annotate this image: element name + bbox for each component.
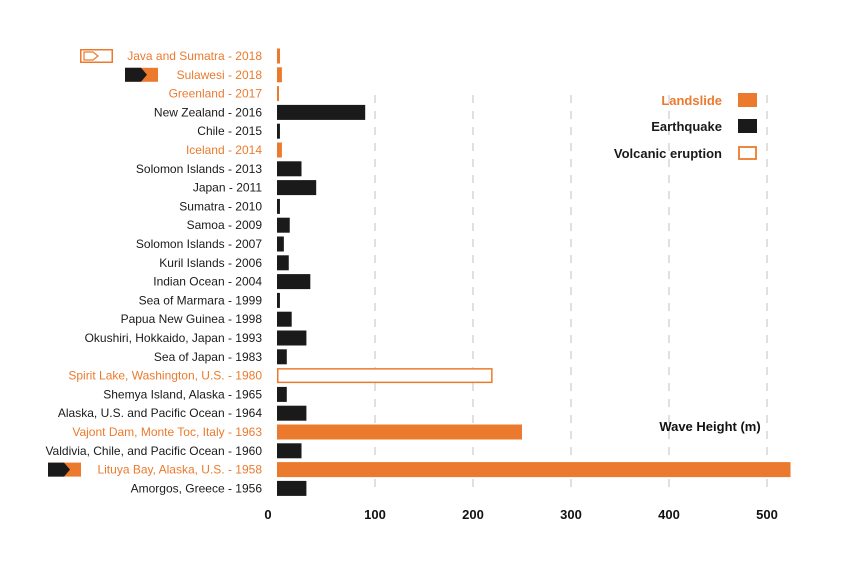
- bar: [277, 217, 290, 233]
- category-label: Sea of Japan - 1983: [154, 350, 262, 364]
- bar: [277, 349, 287, 365]
- category-label: Valdivia, Chile, and Pacific Ocean - 196…: [45, 444, 262, 458]
- legend-label: Landslide: [661, 93, 722, 108]
- category-label: New Zealand - 2016: [154, 105, 262, 119]
- x-tick-label: 0: [264, 507, 271, 522]
- category-label: Java and Sumatra - 2018: [127, 49, 262, 63]
- volcanic-marker-icon: [80, 49, 113, 63]
- bar: [277, 443, 302, 459]
- category-label: Chile - 2015: [197, 124, 262, 138]
- bar: [277, 255, 289, 271]
- bar: [277, 274, 311, 290]
- legend-label: Earthquake: [651, 119, 722, 134]
- bar: [277, 330, 307, 346]
- x-tick-label: 300: [560, 507, 582, 522]
- x-tick-labels: 0 100 200 300 400 500: [264, 507, 777, 522]
- bar: [277, 424, 522, 440]
- bar: [277, 104, 366, 120]
- category-label: Iceland - 2014: [186, 143, 262, 157]
- legend-label: Volcanic eruption: [614, 146, 722, 161]
- bar: [277, 142, 282, 158]
- category-label: Spirit Lake, Washington, U.S. - 1980: [68, 369, 262, 383]
- category-label: Sea of Marmara - 1999: [139, 293, 263, 307]
- bar: [277, 48, 280, 64]
- category-label: Solomon Islands - 2007: [136, 237, 262, 251]
- legend-swatch: [738, 119, 757, 133]
- bar: [277, 462, 791, 478]
- bar: [277, 386, 287, 402]
- bar: [277, 236, 284, 252]
- bar: [277, 123, 280, 139]
- x-tick-label: 400: [658, 507, 680, 522]
- legend-swatch: [738, 146, 757, 160]
- legend-item-volcanic: Volcanic eruption: [614, 146, 757, 161]
- bar: [277, 311, 292, 327]
- legend-item-earthquake: Earthquake: [651, 119, 757, 134]
- bar: [277, 161, 302, 177]
- bar: [277, 405, 307, 421]
- category-label: Greenland - 2017: [169, 87, 263, 101]
- x-tick-label: 200: [462, 507, 484, 522]
- category-label: Papua New Guinea - 1998: [121, 312, 263, 326]
- earthquake-landslide-marker-icon: [48, 462, 81, 477]
- category-label: Shemya Island, Alaska - 1965: [103, 387, 262, 401]
- bar: [277, 368, 493, 384]
- x-tick-label: 500: [756, 507, 778, 522]
- legend-swatch: [738, 93, 757, 107]
- category-label: Japan - 2011: [193, 181, 262, 195]
- category-label: Solomon Islands - 2013: [136, 162, 262, 176]
- bar: [277, 86, 279, 102]
- bars: [277, 48, 791, 496]
- category-label: Amorgos, Greece - 1956: [131, 481, 263, 495]
- legend: Landslide Earthquake Volcanic eruption: [614, 93, 757, 161]
- category-label: Alaska, U.S. and Pacific Ocean - 1964: [58, 406, 262, 420]
- x-axis-label: Wave Height (m): [659, 419, 760, 434]
- category-labels: Java and Sumatra - 2018 Sulawesi - 2018 Gr…: [45, 49, 262, 495]
- bar: [277, 292, 280, 308]
- markers: [48, 49, 158, 477]
- x-tick-label: 100: [364, 507, 386, 522]
- category-label: Kuril Islands - 2006: [159, 256, 262, 270]
- bar: [277, 198, 280, 214]
- bar: [277, 480, 307, 496]
- category-label: Sumatra - 2010: [179, 199, 262, 213]
- bar: [277, 67, 282, 83]
- category-label: Lituya Bay, Alaska, U.S. - 1958: [97, 463, 262, 477]
- bar: [277, 180, 317, 196]
- category-label: Okushiri, Hokkaido, Japan - 1993: [85, 331, 263, 345]
- grid-lines: [374, 95, 768, 492]
- earthquake-landslide-marker-icon: [125, 67, 158, 82]
- category-label: Vajont Dam, Monte Toc, Italy - 1963: [72, 425, 262, 439]
- category-label: Indian Ocean - 2004: [153, 275, 262, 289]
- legend-item-landslide: Landslide: [661, 93, 757, 108]
- category-label: Samoa - 2009: [187, 218, 263, 232]
- category-label: Sulawesi - 2018: [177, 68, 263, 82]
